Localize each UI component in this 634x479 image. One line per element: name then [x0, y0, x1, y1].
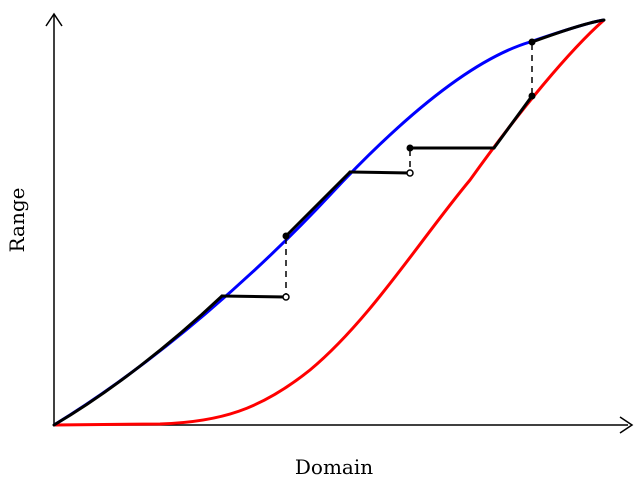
flat-step-1	[220, 294, 288, 299]
closed-dot-2	[406, 144, 414, 152]
closed-dot-1	[282, 232, 290, 240]
closed-dot-3	[528, 92, 536, 100]
piece-2	[284, 170, 352, 238]
upper-curve	[53, 18, 605, 427]
x-axis-arrowhead	[619, 416, 634, 434]
piece-4	[530, 18, 606, 44]
piece-3	[492, 94, 534, 150]
x-axis-label: Domain	[295, 455, 373, 479]
open-dot-2	[406, 169, 414, 177]
lower-curve	[53, 18, 605, 427]
flat-step-2	[348, 170, 412, 175]
closed-dot-4	[528, 38, 536, 46]
y-axis-label: Range	[5, 188, 29, 253]
endpoints	[282, 38, 536, 301]
piece-1	[52, 294, 224, 427]
y-axis-arrowhead	[45, 12, 63, 27]
jump-connectors	[285, 44, 533, 295]
open-dot-1	[282, 293, 290, 301]
piecewise-function	[52, 18, 606, 427]
